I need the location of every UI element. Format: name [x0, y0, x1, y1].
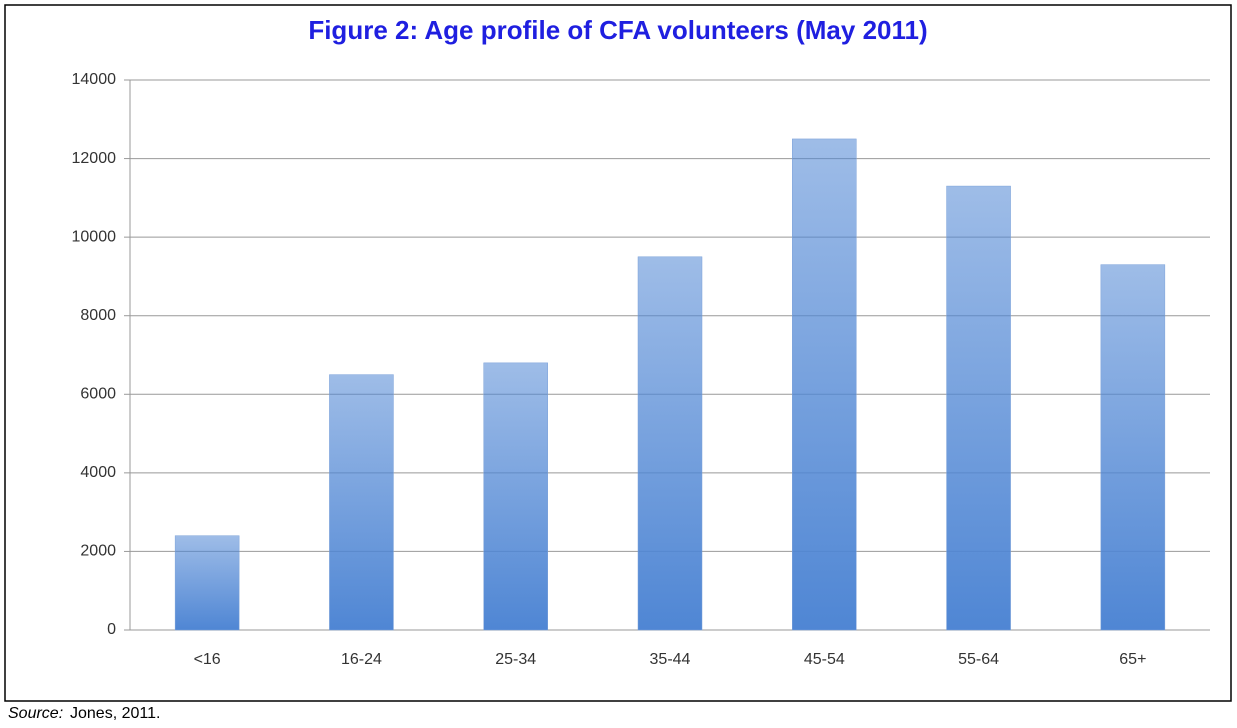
x-tick-label: 65+ — [1119, 651, 1146, 668]
y-tick-label: 0 — [107, 621, 116, 638]
x-tick-label: 35-44 — [650, 651, 691, 668]
bar — [174, 535, 240, 631]
bar — [483, 362, 548, 631]
source-text: Jones, 2011. — [70, 705, 160, 722]
chart-frame — [4, 4, 1232, 702]
bar — [637, 256, 703, 631]
x-tick-label: 55-64 — [958, 651, 999, 668]
y-tick-label: 10000 — [72, 228, 117, 245]
y-tick-label: 14000 — [72, 71, 117, 88]
y-tick-label: 2000 — [80, 543, 116, 560]
y-tick-label: 8000 — [80, 307, 116, 324]
y-tick-label: 12000 — [72, 150, 117, 167]
x-tick-label: 25-34 — [495, 651, 536, 668]
x-tick-label: 16-24 — [341, 651, 382, 668]
chart-title: Figure 2: Age profile of CFA volunteers … — [308, 15, 927, 45]
source-label: Source: — [8, 705, 63, 722]
y-tick-label: 6000 — [80, 386, 116, 403]
bar — [1100, 264, 1166, 631]
bar — [792, 138, 857, 631]
bar — [329, 374, 394, 631]
x-tick-label: 45-54 — [804, 651, 845, 668]
bar — [946, 185, 1011, 631]
y-tick-label: 4000 — [80, 464, 116, 481]
x-tick-label: <16 — [194, 651, 221, 668]
